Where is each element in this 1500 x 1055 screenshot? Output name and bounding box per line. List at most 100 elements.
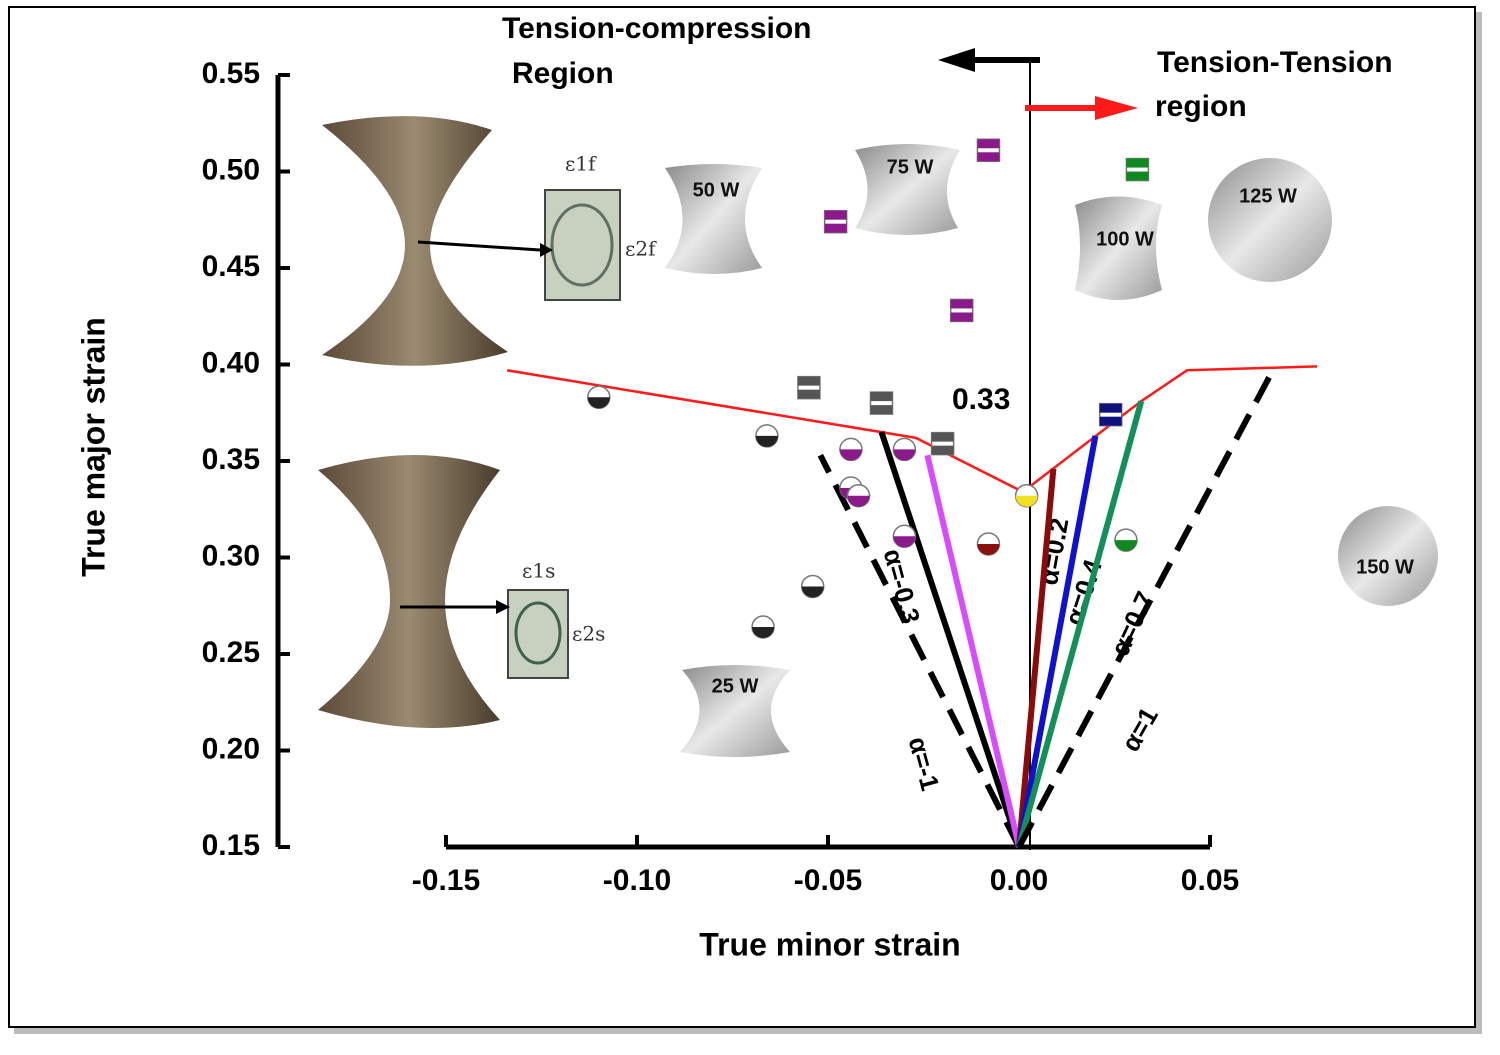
marker-fill — [797, 376, 820, 386]
marker — [1125, 157, 1150, 182]
marker-bottom — [893, 536, 916, 548]
marker-bottom — [801, 586, 824, 598]
marker-fill — [931, 445, 954, 455]
marker — [892, 524, 917, 549]
marker-fill — [824, 210, 847, 220]
marker-fill — [977, 152, 1000, 162]
marker — [587, 385, 611, 410]
strain-label: ε2f — [625, 237, 657, 261]
x-tick-label: -0.10 — [603, 864, 671, 897]
grid-circle — [514, 601, 562, 665]
marker-bottom — [977, 543, 1000, 555]
strain-label: ε1f — [565, 152, 597, 176]
marker-bottom — [587, 397, 610, 409]
y-tick-label: 0.45 — [202, 250, 260, 283]
specimen-photo — [1208, 158, 1332, 282]
annotation: region — [1155, 90, 1247, 123]
marker — [1014, 483, 1039, 508]
marker-fill — [1126, 171, 1149, 181]
specimen-photo — [318, 455, 500, 728]
specimen-label: 100 W — [1096, 228, 1154, 250]
marker — [846, 483, 871, 508]
arrow-head — [1095, 96, 1138, 120]
y-tick-label: 0.15 — [202, 829, 260, 862]
specimen-photo — [322, 116, 508, 366]
y-tick-label: 0.25 — [202, 636, 260, 669]
strain-path — [506, 365, 1317, 494]
specimen-photo — [1075, 196, 1162, 300]
y-tick-label: 0.40 — [202, 346, 260, 379]
y-tick-label: 0.35 — [202, 443, 260, 476]
specimen-label: 75 W — [887, 156, 934, 178]
marker — [1098, 402, 1123, 427]
specimen-photo — [665, 164, 762, 274]
marker — [869, 391, 894, 415]
strain-path — [1016, 435, 1099, 848]
x-tick-label: -0.15 — [412, 864, 480, 897]
marker-fill — [931, 432, 954, 442]
grid-inset — [544, 189, 621, 301]
y-tick-label: 0.30 — [202, 539, 260, 572]
annotation: Region — [512, 57, 614, 90]
specimen-label: 125 W — [1239, 185, 1297, 207]
marker-bottom — [847, 495, 870, 507]
marker — [976, 532, 1001, 556]
marker-fill — [824, 223, 847, 233]
y-tick-label: 0.55 — [202, 57, 260, 90]
marker — [800, 574, 825, 599]
marker-fill — [797, 389, 820, 399]
strain-label: ε1s — [522, 559, 555, 583]
x-tick-label: 0.05 — [1181, 864, 1239, 897]
marker-bottom — [752, 626, 775, 638]
annotation: Tension-compression — [502, 12, 812, 45]
marker-fill — [1099, 403, 1122, 413]
strain-path — [1016, 400, 1145, 848]
y-tick-label: 0.20 — [202, 732, 260, 765]
marker-fill — [870, 405, 893, 415]
marker-fill — [1126, 158, 1149, 168]
arrow-head — [938, 48, 975, 72]
specimen-photo — [855, 144, 960, 235]
strain-path — [1016, 468, 1057, 848]
marker — [797, 375, 821, 400]
arrow-head — [540, 243, 553, 257]
marker — [892, 437, 917, 462]
specimen-label: 50 W — [693, 179, 740, 201]
grid-circle — [550, 203, 614, 287]
marker-fill — [977, 139, 1000, 149]
marker — [930, 431, 955, 456]
marker-bottom — [755, 435, 778, 447]
strain-path — [924, 454, 1022, 848]
y-axis-label: True major strain — [75, 317, 111, 577]
x-tick-label: -0.05 — [794, 864, 862, 897]
marker — [751, 615, 775, 639]
marker — [976, 138, 1001, 163]
specimen-photo — [680, 665, 790, 757]
strain-path — [817, 453, 1022, 849]
marker — [949, 298, 974, 323]
marker-fill — [950, 312, 973, 322]
marker-bottom — [1114, 540, 1137, 552]
marker-bottom — [1015, 495, 1038, 507]
marker-bottom — [839, 449, 862, 461]
specimen-label: 25 W — [712, 675, 759, 697]
x-tick-label: 0.00 — [990, 864, 1048, 897]
strain-path — [1016, 365, 1278, 849]
annotation: 0.33 — [952, 383, 1010, 416]
arrow — [417, 240, 541, 252]
marker-bottom — [893, 449, 916, 461]
marker-fill — [950, 299, 973, 309]
x-axis-label: True minor strain — [699, 926, 960, 962]
strain-label: ε2s — [572, 622, 605, 646]
marker — [755, 424, 779, 448]
strain-path — [878, 431, 1022, 848]
marker — [839, 437, 863, 462]
marker-fill — [870, 392, 893, 402]
marker-fill — [1099, 416, 1122, 426]
y-tick-label: 0.50 — [202, 153, 260, 186]
marker — [823, 209, 848, 234]
marker — [1114, 528, 1138, 552]
specimen-photo — [1338, 506, 1438, 606]
arrow-head — [496, 600, 510, 614]
